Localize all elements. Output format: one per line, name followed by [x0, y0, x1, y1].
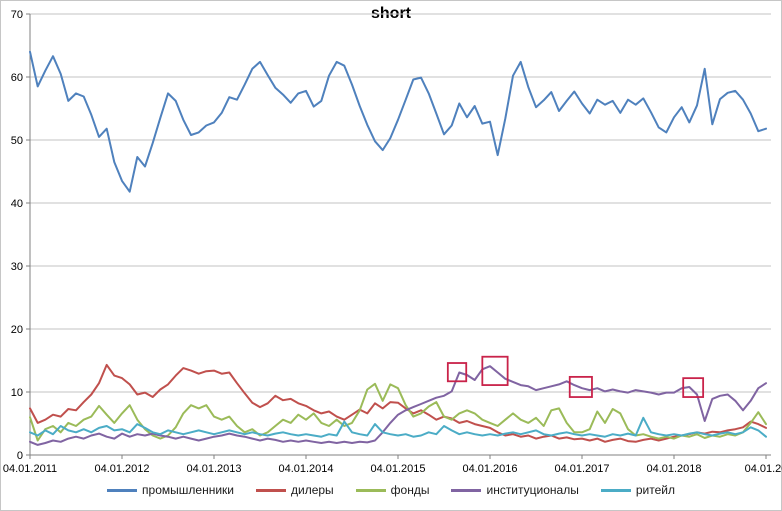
y-tick-label: 50: [11, 135, 23, 147]
legend-item-fondy: фонды: [355, 483, 430, 497]
legend-label-riteyl: ритейл: [635, 483, 675, 497]
series-line-riteyl: [29, 416, 767, 438]
legend-swatch-riteyl: [600, 488, 631, 492]
y-tick-label: 40: [11, 198, 23, 210]
series-line-institutsionaly: [29, 365, 767, 446]
legend-swatch-fondy: [355, 488, 386, 492]
legend-item-promyshlenniki: промышленники: [107, 483, 234, 497]
legend-label-fondy: фонды: [390, 483, 430, 497]
x-tick-label: 04.01.2018: [646, 463, 701, 475]
legend-swatch-dilery: [255, 488, 286, 492]
y-tick-label: 30: [11, 261, 23, 273]
series-line-dilery: [29, 363, 767, 443]
annotation-box: [568, 375, 593, 398]
y-tick-label: 0: [17, 450, 23, 462]
legend-swatch-institutsionaly: [451, 488, 482, 492]
legend-item-riteyl: ритейл: [600, 483, 675, 497]
y-tick-label: 20: [11, 324, 23, 336]
legend-item-institutsionaly: институционалы: [451, 483, 579, 497]
chart-legend: промышленники дилеры фонды институционалы ри…: [0, 483, 782, 497]
legend-label-institutsionaly: институционалы: [486, 483, 579, 497]
x-tick-label: 04.01.2011: [3, 463, 57, 475]
legend-item-dilery: дилеры: [255, 483, 334, 497]
x-tick-label: 04.01.2013: [186, 463, 241, 475]
x-tick-label: 04.01.2012: [94, 463, 149, 475]
legend-label-promyshlenniki: промышленники: [142, 483, 234, 497]
legend-label-dilery: дилеры: [290, 483, 334, 497]
x-tick-label: 04.01.2014: [278, 463, 333, 475]
annotation-box: [481, 355, 509, 386]
x-tick-label: 04.01.2017: [554, 463, 609, 475]
y-tick-label: 70: [11, 9, 23, 21]
annotation-box: [682, 377, 705, 398]
y-tick-label: 10: [11, 387, 23, 399]
legend-swatch-promyshlenniki: [107, 488, 138, 492]
series-line-fondy: [29, 382, 767, 442]
series-line-promyshlenniki: [29, 50, 767, 193]
y-tick-label: 60: [11, 72, 23, 84]
annotation-box: [446, 362, 468, 383]
x-tick-label: 04.01.2015: [370, 463, 425, 475]
x-tick-label: 04.01.20: [745, 463, 782, 475]
x-tick-label: 04.01.2016: [462, 463, 517, 475]
